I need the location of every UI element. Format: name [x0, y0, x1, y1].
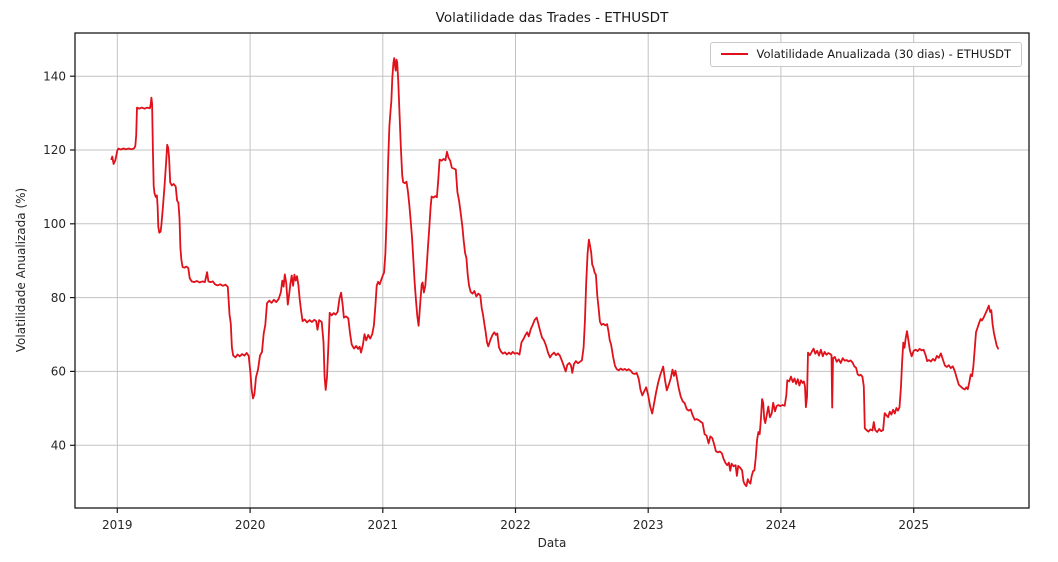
- x-tick-labels: 2019 2020 2021 2022 2023 2024 2025: [102, 518, 929, 532]
- y-tick-label: 40: [51, 439, 66, 453]
- y-tick-label: 60: [51, 365, 66, 379]
- gridlines: [75, 33, 1029, 508]
- x-tick-label: 2022: [500, 518, 531, 532]
- x-tick-label: 2025: [898, 518, 929, 532]
- y-tick-label: 80: [51, 291, 66, 305]
- plot-border: [74, 32, 1030, 509]
- y-tick-label: 140: [43, 69, 66, 83]
- axis-tick-marks: [70, 75, 915, 513]
- x-axis-label: Data: [537, 536, 567, 550]
- y-tick-labels: 40 60 80 100 120 140: [43, 69, 66, 452]
- chart-title: Volatilidade das Trades - ETHUSDT: [435, 10, 669, 26]
- x-tick-label: 2020: [235, 518, 266, 532]
- y-axis-label: Volatilidade Anualizada (%): [14, 187, 28, 353]
- legend: Volatilidade Anualizada (30 dias) - ETHU…: [709, 42, 1022, 67]
- x-tick-label: 2023: [633, 518, 664, 532]
- x-tick-label: 2024: [766, 518, 797, 532]
- legend-label: Volatilidade Anualizada (30 dias) - ETHU…: [756, 47, 1011, 61]
- y-tick-label: 100: [43, 217, 66, 231]
- x-tick-label: 2021: [368, 518, 399, 532]
- x-tick-label: 2019: [102, 518, 133, 532]
- y-tick-label: 120: [43, 143, 66, 157]
- legend-line-sample-icon: [720, 53, 748, 55]
- volatility-series-line: [110, 57, 999, 488]
